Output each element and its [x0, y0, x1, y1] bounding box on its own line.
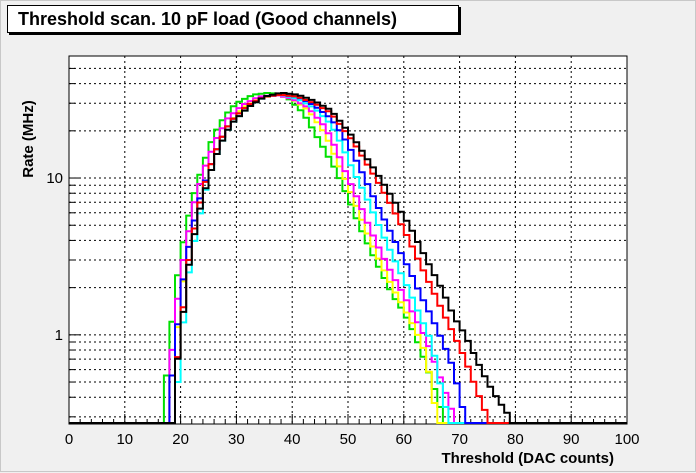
x-tick-label: 70: [451, 431, 468, 448]
y-tick-label: 1: [55, 327, 63, 344]
x-tick-label: 20: [172, 431, 189, 448]
series-line: [69, 92, 627, 424]
x-tick-label: 80: [507, 431, 524, 448]
x-tick-label: 10: [116, 431, 133, 448]
x-axis-title: Threshold (DAC counts): [442, 450, 615, 467]
x-tick-label: 30: [228, 431, 245, 448]
x-tick-label: 50: [340, 431, 357, 448]
series-group: [69, 92, 627, 424]
x-tick-label: 60: [395, 431, 412, 448]
grid: [69, 55, 627, 424]
x-tick-label: 100: [614, 431, 639, 448]
y-axis-title: Rate (MHz): [20, 100, 37, 178]
series-line: [69, 94, 627, 424]
y-tick-label: 10: [46, 170, 63, 187]
x-tick-label: 40: [284, 431, 301, 448]
chart-title-box: Threshold scan. 10 pF load (Good channel…: [7, 5, 459, 33]
x-tick-label: 0: [65, 431, 73, 448]
chart-title: Threshold scan. 10 pF load (Good channel…: [18, 9, 398, 29]
axis-ticks: [68, 55, 628, 424]
x-tick-label: 90: [563, 431, 580, 448]
